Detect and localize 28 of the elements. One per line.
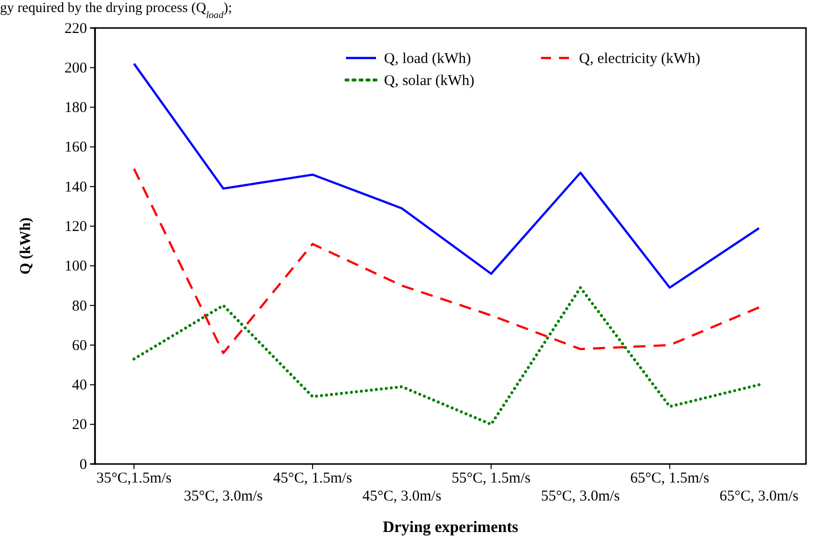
y-tick-label: 200 [64, 60, 87, 76]
y-tick-label: 40 [72, 378, 87, 394]
y-tick-label: 140 [64, 179, 87, 196]
x-tick-label: 45°C, 1.5m/s [273, 470, 352, 487]
x-tick-label: 65°C, 1.5m/s [630, 470, 710, 487]
text: gy required by the drying process (Q$_{load}$); [0, 1, 232, 20]
legend-label: Q, electricity (kWh) [579, 51, 700, 67]
y-tick-label: 20 [72, 417, 87, 434]
x-tick-label: 55°C, 1.5m/s [452, 470, 531, 487]
x-tick-label: 35°C,1.5m/s [96, 470, 172, 487]
x-tick-label: 65°C, 3.0m/s [720, 488, 799, 504]
line-series [132, 168, 760, 354]
y-tick-label: 180 [64, 100, 87, 116]
y-tick-label: 60 [72, 338, 87, 354]
y-tick-label: 100 [64, 258, 87, 275]
y-tick-label: 220 [64, 20, 87, 37]
x-tick-label: 45°C, 3.0m/s [362, 488, 442, 504]
legend-label: Q, load (kWh) [384, 51, 472, 67]
y-axis-title: Q (kWh) [18, 217, 34, 275]
y-tick-label: 160 [64, 140, 87, 156]
y-tick-label: 0 [80, 456, 87, 473]
y-tick-label: 80 [72, 298, 87, 314]
line-series [132, 286, 760, 426]
y-tick-label: 120 [64, 218, 87, 235]
x-axis-title: Drying experiments [382, 519, 518, 536]
x-tick-label: 35°C, 3.0m/s [184, 488, 263, 504]
legend-label: Q, solar (kWh) [384, 73, 474, 89]
x-tick-label: 55°C, 3.0m/s [540, 488, 620, 504]
